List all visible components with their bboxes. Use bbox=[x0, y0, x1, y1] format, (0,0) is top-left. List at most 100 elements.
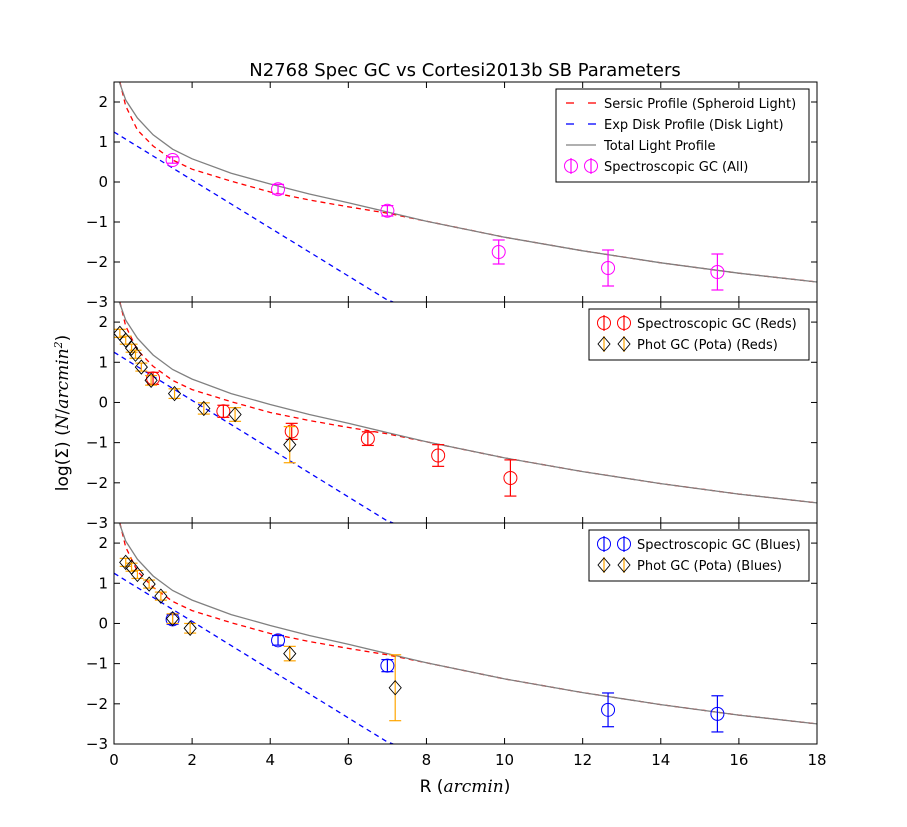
legend-label: Spectroscopic GC (Blues) bbox=[637, 538, 801, 553]
y-tick-label: −1 bbox=[86, 213, 108, 231]
y-tick-label: 1 bbox=[98, 353, 108, 371]
total-light-line bbox=[118, 82, 817, 283]
data-point bbox=[165, 153, 180, 167]
panel-1: 2 1 0 −1 −2 −3 Sersic Profile (Spheroid Light)… bbox=[86, 81, 818, 311]
data-point bbox=[142, 576, 156, 592]
data-point bbox=[388, 680, 402, 696]
data-point bbox=[167, 385, 182, 402]
x-tick-label: 16 bbox=[729, 751, 748, 769]
data-point bbox=[271, 182, 286, 197]
data-point bbox=[154, 588, 168, 604]
x-tick-label: 10 bbox=[495, 751, 514, 769]
x-tick-label: 14 bbox=[651, 751, 670, 769]
data-point bbox=[360, 431, 375, 446]
legend-marker bbox=[597, 336, 611, 352]
legend-marker bbox=[617, 537, 631, 551]
x-tick-label: 12 bbox=[573, 751, 592, 769]
data-point bbox=[119, 554, 133, 571]
data-point bbox=[283, 436, 297, 453]
panel-plot-area bbox=[114, 302, 817, 523]
x-tick-label: 6 bbox=[344, 751, 354, 769]
y-tick-label: −2 bbox=[86, 253, 108, 271]
sersic-line bbox=[119, 523, 817, 725]
data-point bbox=[130, 566, 145, 583]
exp-disk-line bbox=[114, 572, 394, 744]
data-point bbox=[710, 706, 725, 721]
data-point bbox=[197, 400, 211, 417]
total-light-line bbox=[118, 523, 817, 725]
y-tick-label: 0 bbox=[98, 614, 108, 632]
x-axis: 0 2 4 6 8 10 12 14 16 18 bbox=[109, 751, 826, 769]
panel-3: 2 1 0 −1 −2 −3 Spectroscopic GC (Blues) Phot GC… bbox=[86, 522, 818, 753]
y-tick-label: 1 bbox=[98, 574, 108, 592]
exp-disk-line bbox=[114, 131, 394, 302]
data-point bbox=[710, 265, 725, 279]
data-point bbox=[144, 372, 158, 389]
legend-label: Exp Disk Profile (Disk Light) bbox=[604, 118, 784, 133]
x-tick-label: 18 bbox=[807, 751, 826, 769]
exp-disk-line bbox=[114, 351, 394, 523]
data-point bbox=[271, 633, 286, 648]
y-tick-label: 1 bbox=[98, 133, 108, 151]
y-tick-label: 0 bbox=[98, 173, 108, 191]
x-tick-label: 8 bbox=[422, 751, 432, 769]
data-point bbox=[134, 359, 148, 375]
data-point bbox=[283, 645, 297, 662]
y-tick-label: −1 bbox=[86, 434, 108, 452]
sersic-line bbox=[119, 82, 817, 283]
legend-label: Total Light Profile bbox=[603, 139, 716, 154]
data-point bbox=[124, 340, 139, 356]
legend-marker bbox=[584, 159, 598, 173]
y-tick-label: 2 bbox=[98, 534, 108, 552]
legend-marker bbox=[564, 159, 578, 173]
legend-label: Spectroscopic GC (All) bbox=[604, 160, 748, 175]
legend-marker bbox=[597, 316, 611, 330]
x-tick-label: 4 bbox=[265, 751, 275, 769]
legend-label: Spectroscopic GC (Reds) bbox=[637, 317, 797, 332]
data-point bbox=[380, 203, 395, 218]
legend-label: Phot GC (Pota) (Blues) bbox=[637, 559, 782, 574]
data-point bbox=[119, 332, 133, 348]
legend-marker bbox=[617, 336, 631, 352]
data-point bbox=[216, 404, 231, 419]
data-point bbox=[165, 610, 180, 627]
legend-label: Phot GC (Pota) (Reds) bbox=[637, 338, 778, 353]
data-point bbox=[128, 346, 143, 362]
y-axis-label: log(Σ) (N/arcmin2) bbox=[52, 335, 73, 492]
panel-frame bbox=[113, 522, 818, 745]
legend-marker bbox=[617, 316, 631, 330]
data-point bbox=[183, 620, 197, 636]
panels-group: 2 1 0 −1 −2 −3 Sersic Profile (Spheroid Light)… bbox=[86, 81, 818, 753]
total-light-line bbox=[118, 302, 817, 504]
legend-box bbox=[588, 529, 810, 582]
data-point bbox=[491, 245, 506, 259]
data-point bbox=[284, 424, 299, 439]
data-point bbox=[503, 470, 518, 485]
y-tick-label: −2 bbox=[86, 695, 108, 713]
data-point bbox=[431, 448, 446, 463]
data-point bbox=[228, 406, 242, 423]
y-tick-label: 0 bbox=[98, 393, 108, 411]
y-tick-label: −3 bbox=[86, 514, 108, 532]
chart-title: N2768 Spec GC vs Cortesi2013b SB Paramet… bbox=[249, 60, 681, 81]
y-tick-label: −1 bbox=[86, 655, 108, 673]
data-point bbox=[601, 702, 616, 717]
data-point bbox=[380, 658, 395, 673]
legend-box bbox=[555, 88, 810, 183]
panel-plot-area bbox=[114, 523, 817, 744]
panel-plot-area bbox=[114, 82, 817, 302]
legend-label: Sersic Profile (Spheroid Light) bbox=[604, 97, 796, 112]
y-tick-label: −3 bbox=[86, 293, 108, 311]
legend-marker bbox=[617, 557, 631, 573]
y-tick-label: −3 bbox=[86, 735, 108, 753]
sersic-line bbox=[119, 302, 817, 504]
panel-2: 2 1 0 −1 −2 −3 Spectroscopic GC (Reds) Phot GC … bbox=[86, 301, 818, 532]
data-point bbox=[601, 261, 616, 275]
x-tick-label: 2 bbox=[187, 751, 197, 769]
x-tick-label: 0 bbox=[109, 751, 119, 769]
y-tick-label: 2 bbox=[98, 93, 108, 111]
y-tick-label: 2 bbox=[98, 313, 108, 331]
y-tick-label: −2 bbox=[86, 474, 108, 492]
legend-marker bbox=[597, 557, 611, 573]
